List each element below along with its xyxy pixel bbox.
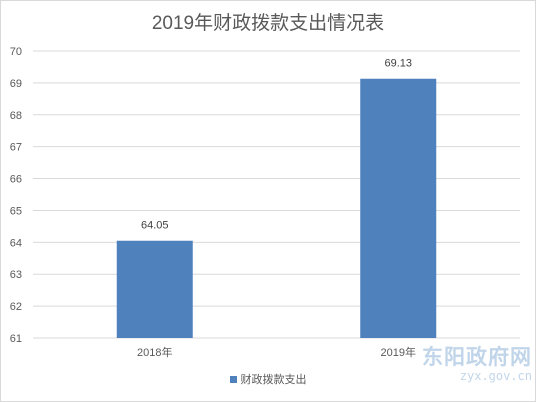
y-tick-label: 62	[10, 301, 22, 313]
chart-title: 2019年财政拨款支出情况表	[151, 13, 385, 34]
bar	[360, 78, 437, 338]
legend-label: 财政拨款支出	[240, 374, 307, 386]
y-tick-label: 64	[10, 237, 22, 249]
y-tick-label: 68	[10, 110, 22, 122]
data-label: 69.13	[384, 58, 412, 70]
data-labels: 64.05 69.13	[141, 58, 412, 232]
x-axis-ticks: 2018年 2019年	[137, 345, 416, 359]
y-tick-label: 67	[10, 142, 22, 154]
y-tick-label: 61	[10, 333, 22, 345]
bar	[116, 240, 193, 338]
y-tick-label: 66	[10, 174, 22, 186]
legend-swatch	[229, 376, 237, 383]
bars	[116, 78, 437, 338]
y-tick-label: 69	[10, 78, 22, 90]
gridlines	[33, 50, 520, 339]
y-tick-label: 63	[10, 269, 22, 281]
data-label: 64.05	[141, 220, 169, 232]
x-tick-label: 2019年	[381, 345, 416, 359]
y-tick-label: 70	[10, 46, 22, 58]
legend[interactable]: 财政拨款支出	[0, 371, 536, 387]
y-tick-label: 65	[10, 205, 22, 217]
y-axis-ticks: 61 62 63 64 65 66 67 68 69 70	[10, 46, 22, 345]
x-tick-label: 2018年	[137, 345, 172, 359]
